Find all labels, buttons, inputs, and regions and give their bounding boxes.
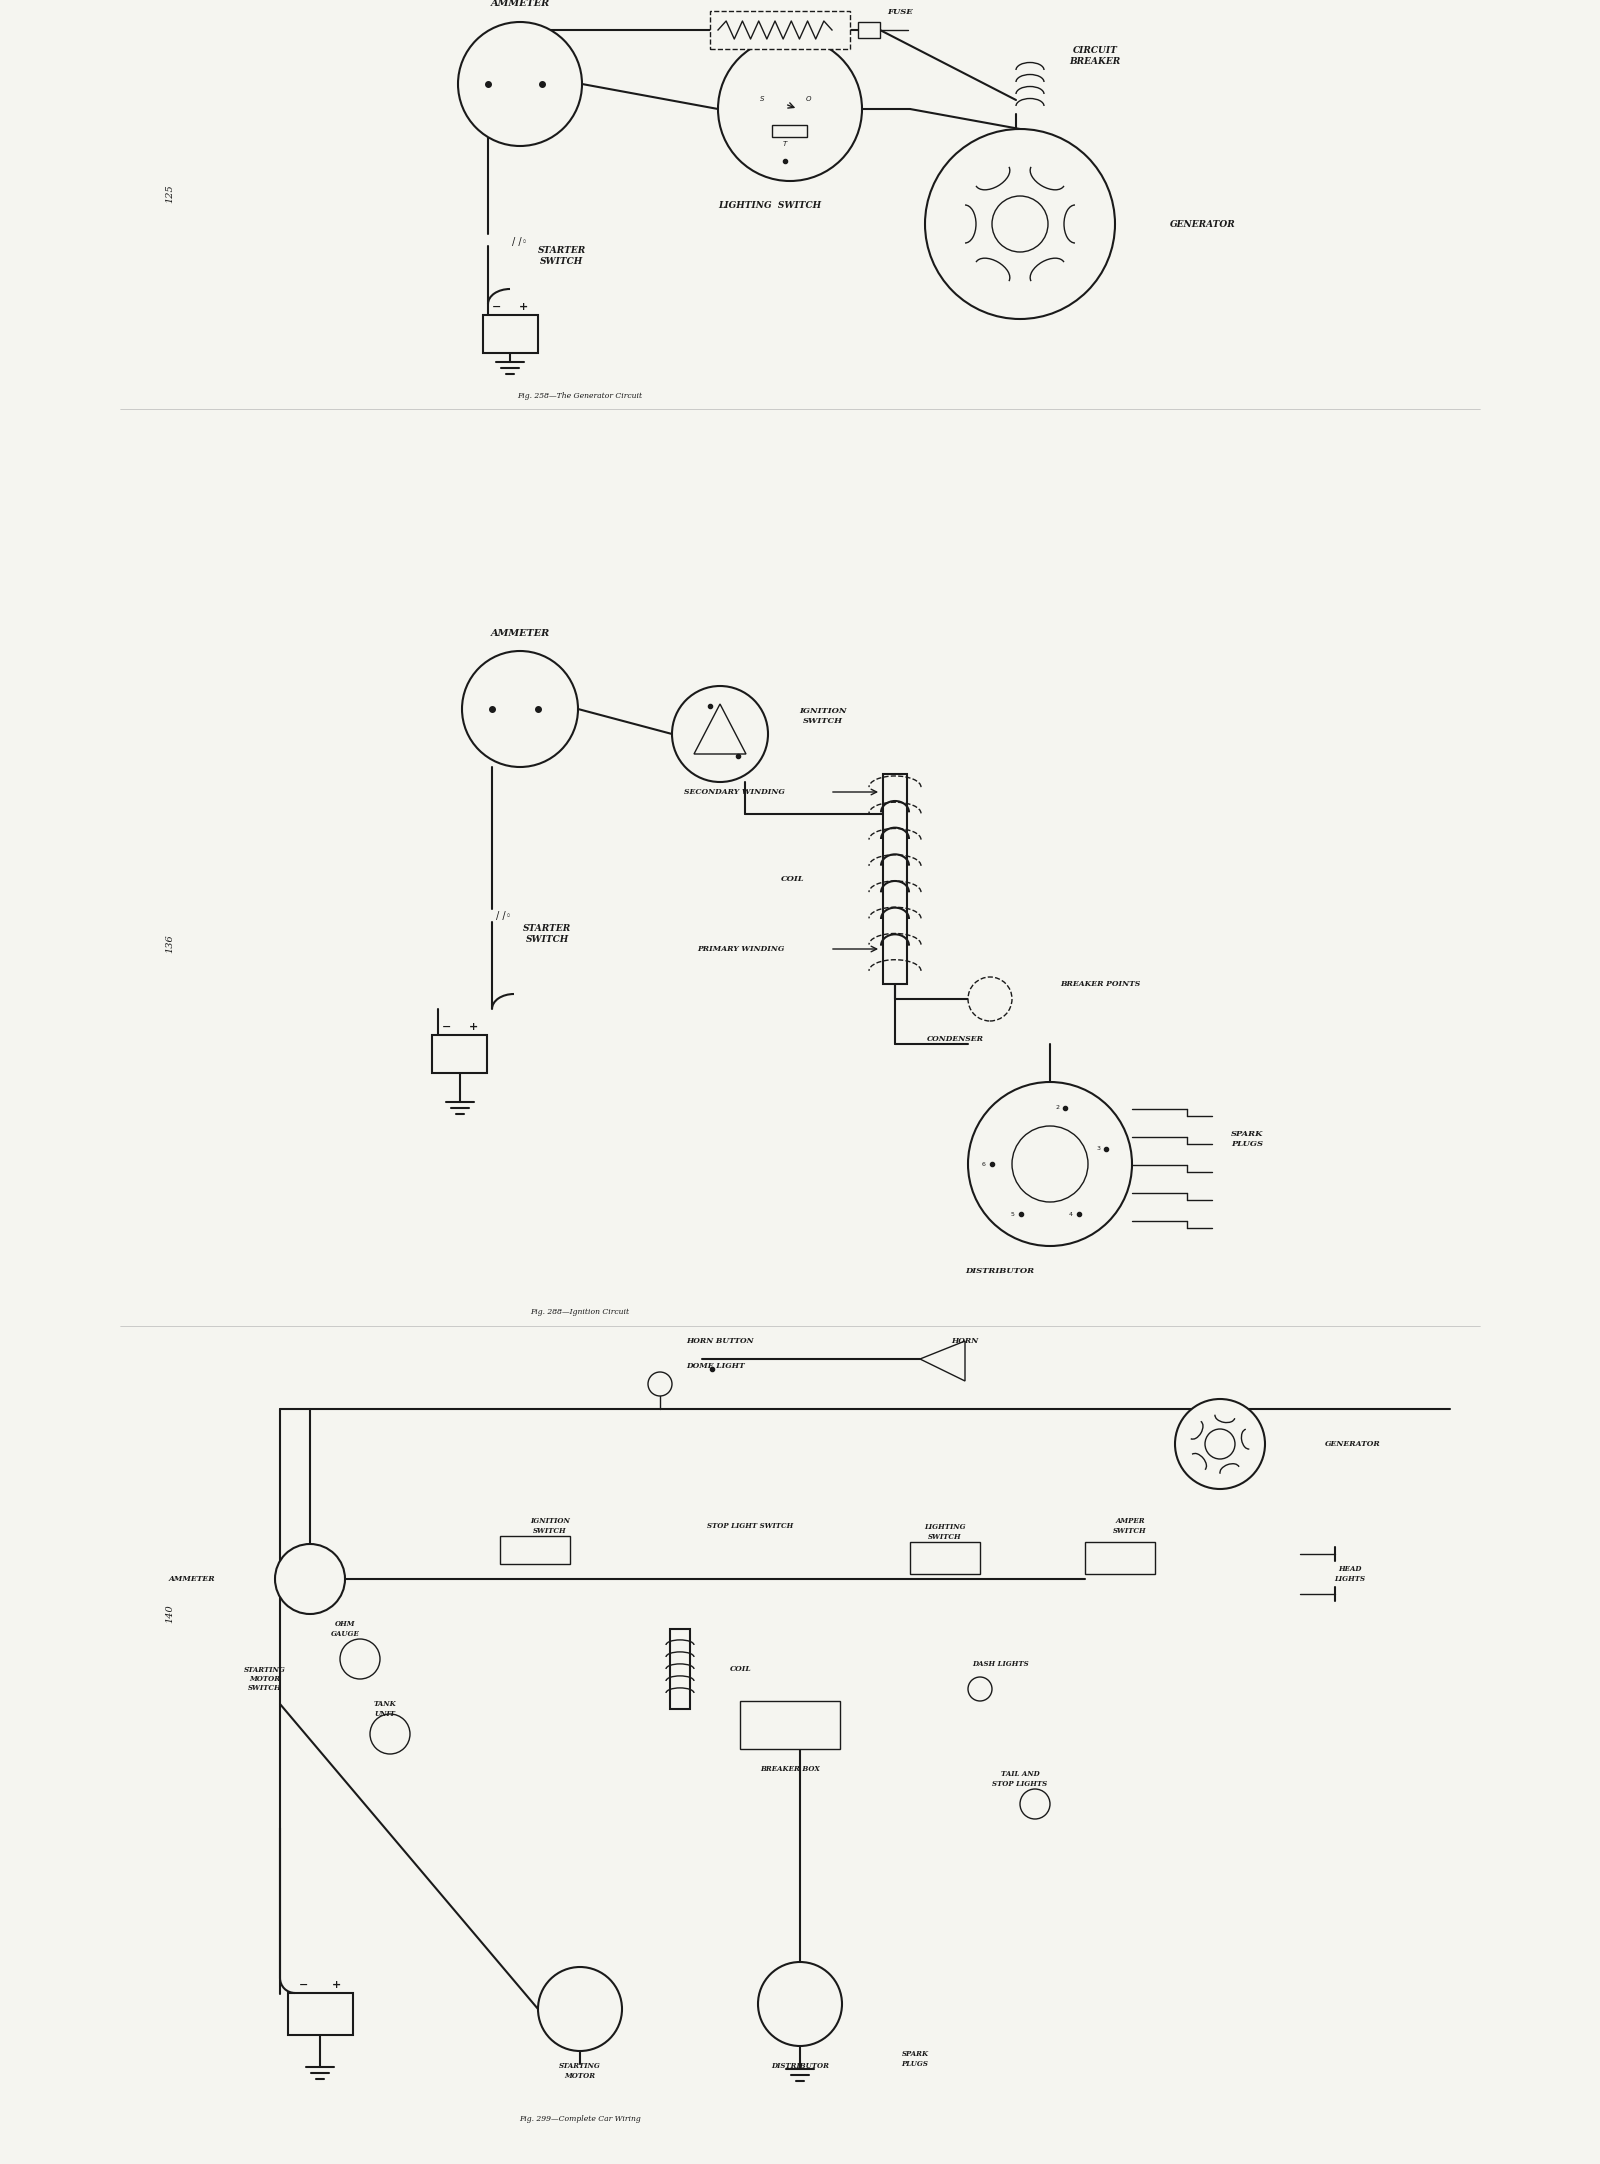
- Bar: [499, 1536, 570, 1565]
- Text: STARTER
SWITCH: STARTER SWITCH: [538, 247, 586, 266]
- Bar: [910, 1543, 979, 1573]
- Text: −: −: [491, 303, 501, 312]
- Text: IGNITION
SWITCH: IGNITION SWITCH: [530, 1517, 570, 1534]
- Text: STARTING
MOTOR: STARTING MOTOR: [558, 2062, 602, 2080]
- Bar: [739, 1701, 840, 1749]
- Text: CONDENSER: CONDENSER: [926, 1034, 984, 1043]
- Text: / /◦: / /◦: [496, 911, 512, 922]
- Text: +: +: [331, 1980, 341, 1991]
- Circle shape: [968, 1677, 992, 1701]
- Text: AMPER
SWITCH: AMPER SWITCH: [1114, 1517, 1147, 1534]
- Text: GENERATOR: GENERATOR: [1170, 219, 1235, 229]
- Text: O: O: [805, 95, 811, 102]
- Text: S: S: [760, 95, 765, 102]
- Text: BREAKER POINTS: BREAKER POINTS: [1059, 980, 1141, 989]
- Bar: [883, 775, 907, 985]
- Text: 6: 6: [982, 1162, 986, 1166]
- Circle shape: [718, 37, 862, 182]
- Circle shape: [968, 976, 1013, 1021]
- Text: STARTER
SWITCH: STARTER SWITCH: [523, 924, 571, 944]
- Text: FUSE: FUSE: [886, 9, 914, 15]
- Text: STOP LIGHT SWITCH: STOP LIGHT SWITCH: [707, 1521, 794, 1530]
- Text: Fig. 258—The Generator Circuit: Fig. 258—The Generator Circuit: [517, 392, 643, 400]
- Bar: [1085, 1543, 1155, 1573]
- Text: 140: 140: [165, 1606, 174, 1623]
- Text: 2: 2: [1054, 1106, 1059, 1110]
- Text: Fig. 288—Ignition Circuit: Fig. 288—Ignition Circuit: [531, 1307, 629, 1316]
- Text: GENERATOR: GENERATOR: [1325, 1439, 1381, 1448]
- Text: 3: 3: [1096, 1147, 1101, 1151]
- Text: OHM
GAUGE: OHM GAUGE: [331, 1621, 360, 1638]
- Text: HORN: HORN: [952, 1337, 979, 1346]
- Text: 5: 5: [1011, 1212, 1014, 1216]
- Text: IGNITION
SWITCH: IGNITION SWITCH: [800, 708, 846, 725]
- Circle shape: [370, 1714, 410, 1755]
- Text: CIRCUIT
BREAKER: CIRCUIT BREAKER: [1069, 45, 1120, 65]
- Bar: [288, 1993, 352, 2034]
- Text: +: +: [469, 1021, 478, 1032]
- Text: STARTING
MOTOR
SWITCH: STARTING MOTOR SWITCH: [245, 1666, 286, 1692]
- Bar: [710, 11, 850, 50]
- Circle shape: [1174, 1398, 1266, 1489]
- Circle shape: [339, 1638, 381, 1679]
- Text: 136: 136: [165, 935, 174, 954]
- Text: BREAKER BOX: BREAKER BOX: [760, 1766, 819, 1772]
- Circle shape: [648, 1372, 672, 1396]
- Text: −: −: [299, 1980, 309, 1991]
- Bar: [483, 316, 538, 353]
- Text: AMMETER: AMMETER: [490, 628, 550, 638]
- Text: SPARK
PLUGS: SPARK PLUGS: [1230, 1130, 1262, 1147]
- Bar: [670, 1629, 690, 1710]
- Text: SECONDARY WINDING: SECONDARY WINDING: [685, 788, 786, 796]
- Circle shape: [672, 686, 768, 781]
- Circle shape: [458, 22, 582, 145]
- Text: DISTRIBUTOR: DISTRIBUTOR: [965, 1266, 1035, 1275]
- Circle shape: [925, 130, 1115, 318]
- Text: DOME LIGHT: DOME LIGHT: [686, 1361, 744, 1370]
- Bar: [858, 22, 880, 39]
- Text: T: T: [782, 141, 787, 147]
- Text: DASH LIGHTS: DASH LIGHTS: [971, 1660, 1029, 1668]
- Text: AMMETER: AMMETER: [168, 1575, 214, 1584]
- Text: TAIL AND
STOP LIGHTS: TAIL AND STOP LIGHTS: [992, 1770, 1048, 1787]
- Text: HORN BUTTON: HORN BUTTON: [686, 1337, 754, 1346]
- Text: COIL: COIL: [781, 874, 805, 883]
- Circle shape: [758, 1963, 842, 2045]
- Text: PRIMARY WINDING: PRIMARY WINDING: [698, 946, 786, 952]
- Circle shape: [462, 651, 578, 766]
- Circle shape: [1205, 1428, 1235, 1459]
- Text: +: +: [518, 303, 528, 312]
- Text: TANK
UNIT: TANK UNIT: [374, 1701, 397, 1718]
- Circle shape: [275, 1543, 346, 1614]
- Text: SPARK
PLUGS: SPARK PLUGS: [901, 2051, 928, 2067]
- Text: −: −: [442, 1021, 451, 1032]
- Text: LIGHTING  SWITCH: LIGHTING SWITCH: [718, 201, 821, 210]
- Text: 4: 4: [1069, 1212, 1074, 1216]
- Text: COIL: COIL: [730, 1664, 752, 1673]
- Bar: [773, 126, 806, 136]
- Text: DISTRIBUTOR: DISTRIBUTOR: [771, 2062, 829, 2071]
- Circle shape: [992, 197, 1048, 251]
- Circle shape: [538, 1967, 622, 2051]
- Text: Fig. 299—Complete Car Wiring: Fig. 299—Complete Car Wiring: [518, 2114, 642, 2123]
- Text: LIGHTING
SWITCH: LIGHTING SWITCH: [925, 1523, 966, 1541]
- Text: HEAD
LIGHTS: HEAD LIGHTS: [1334, 1565, 1365, 1582]
- Circle shape: [1013, 1125, 1088, 1201]
- Text: 125: 125: [165, 184, 174, 203]
- Circle shape: [1021, 1790, 1050, 1820]
- Bar: [432, 1034, 488, 1073]
- Circle shape: [968, 1082, 1133, 1246]
- Text: AMMETER: AMMETER: [490, 0, 550, 9]
- Text: / /◦: / /◦: [512, 238, 528, 247]
